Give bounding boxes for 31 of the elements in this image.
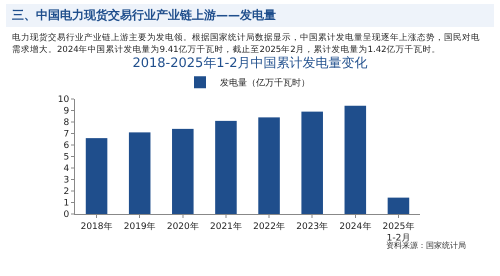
y-tick-label: 10 — [58, 95, 70, 106]
x-tick-label: 2018年 — [80, 220, 113, 232]
y-tick-label: 1 — [63, 198, 70, 209]
x-tick-label: 2019年 — [124, 220, 156, 232]
bar — [344, 106, 366, 214]
y-tick-label: 4 — [63, 164, 70, 174]
y-tick-label: 6 — [63, 141, 70, 152]
chart-title: 2018-2025年1-2月中国累计发电量变化 — [132, 56, 368, 72]
bar — [172, 128, 194, 214]
bar — [301, 112, 323, 214]
y-tick-label: 0 — [63, 210, 70, 220]
bar — [86, 138, 108, 214]
y-tick-label: 7 — [63, 130, 70, 140]
chart-subtitle: 电力现货交易行业产业链上游主要为发电领。根据国家统计局数据显示，中国累计发电量呈现逐年上涨态势，国民对电需求增大。2024年中国累计发电量为9.41亿万千瓦时，截止至2025年2月，累计发电量为1.42亿万千瓦时。 — [12, 32, 481, 56]
bar — [128, 132, 150, 214]
x-tick-label: 2024年 — [339, 220, 372, 232]
bar — [215, 120, 237, 214]
y-tick-label: 9 — [63, 106, 70, 117]
bar — [258, 117, 280, 214]
y-tick-label: 5 — [63, 152, 70, 163]
x-tick-label: 2022年 — [253, 220, 286, 232]
y-tick-label: 8 — [63, 118, 70, 128]
legend-label: 发电量（亿万千瓦时） — [220, 78, 310, 89]
bar — [388, 198, 410, 214]
x-tick-label: 2021年 — [210, 220, 242, 232]
text: 三、中国电力现货交易行业产业链上游——发电量 — [6, 4, 494, 27]
y-tick-label: 3 — [63, 176, 70, 186]
x-tick-label: 2023年 — [296, 220, 328, 232]
x-tick-label: 2020年 — [166, 220, 199, 232]
y-tick-label: 2 — [63, 187, 70, 198]
text: 资料来源：国家统计局 — [386, 241, 466, 250]
